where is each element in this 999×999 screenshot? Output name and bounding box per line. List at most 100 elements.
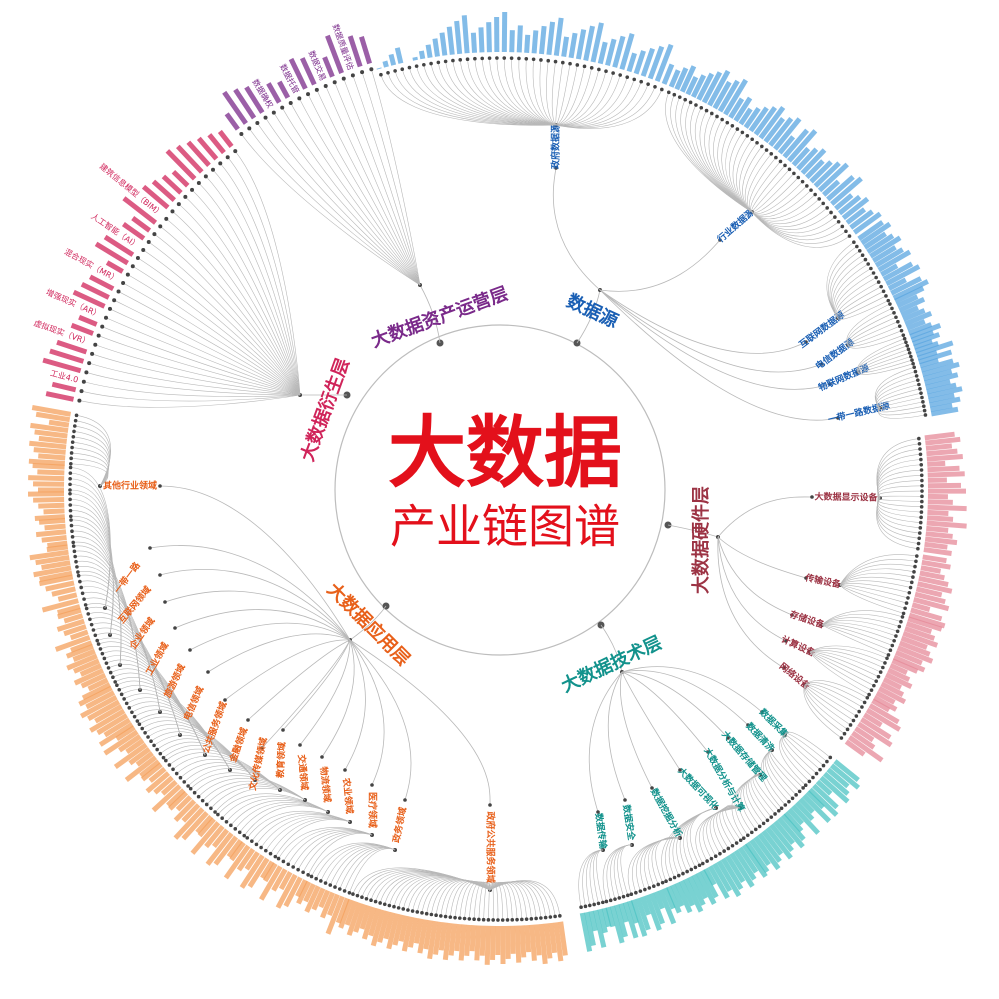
leaf-node[interactable]	[229, 823, 233, 828]
leaf-node[interactable]	[319, 879, 323, 883]
leaf-node[interactable]	[825, 759, 829, 764]
branch-node[interactable]	[173, 626, 177, 630]
leaf-node[interactable]	[429, 61, 433, 66]
leaf-node[interactable]	[847, 234, 852, 238]
leaf-node[interactable]	[73, 418, 78, 423]
leaf-node[interactable]	[196, 181, 201, 186]
leaf-node[interactable]	[874, 275, 878, 280]
leaf-node[interactable]	[355, 893, 360, 898]
leaf-node[interactable]	[923, 413, 928, 417]
leaf-node[interactable]	[68, 488, 72, 492]
leaf-node[interactable]	[902, 336, 907, 341]
leaf-node[interactable]	[190, 187, 195, 192]
leaf-node[interactable]	[192, 790, 197, 795]
leaf-node[interactable]	[86, 612, 91, 616]
leaf-node[interactable]	[774, 155, 778, 160]
leaf-node[interactable]	[617, 896, 622, 900]
leaf-node[interactable]	[919, 515, 923, 520]
leaf-node[interactable]	[337, 887, 342, 891]
leaf-node[interactable]	[276, 856, 281, 861]
branch-node[interactable]	[158, 484, 162, 488]
leaf-node[interactable]	[738, 838, 743, 843]
leaf-node[interactable]	[534, 916, 538, 921]
leaf-node[interactable]	[170, 209, 175, 214]
leaf-node[interactable]	[158, 224, 163, 229]
leaf-node[interactable]	[149, 739, 153, 744]
branch-node[interactable]	[784, 639, 788, 643]
leaf-node[interactable]	[113, 680, 117, 684]
layer-title[interactable]: 数据源	[563, 290, 621, 333]
leaf-node[interactable]	[561, 60, 565, 65]
leaf-node[interactable]	[918, 526, 923, 530]
leaf-node[interactable]	[919, 457, 923, 462]
leaf-node[interactable]	[589, 66, 594, 70]
leaf-node[interactable]	[689, 867, 694, 872]
leaf-node[interactable]	[245, 836, 250, 840]
branch-node[interactable]	[223, 698, 227, 702]
leaf-node[interactable]	[124, 701, 129, 706]
leaf-node[interactable]	[905, 343, 910, 348]
leaf-node[interactable]	[82, 597, 86, 601]
leaf-node[interactable]	[903, 606, 907, 611]
leaf-node[interactable]	[792, 171, 796, 176]
leaf-node[interactable]	[900, 615, 905, 619]
leaf-node[interactable]	[152, 232, 157, 237]
leaf-node[interactable]	[218, 161, 223, 166]
leaf-node[interactable]	[502, 56, 507, 60]
leaf-node[interactable]	[881, 289, 886, 294]
leaf-node[interactable]	[420, 911, 424, 915]
leaf-node[interactable]	[918, 387, 922, 391]
leaf-node[interactable]	[897, 324, 902, 328]
leaf-node[interactable]	[369, 67, 374, 72]
leaf-node[interactable]	[98, 647, 103, 651]
branch-label[interactable]: 网络设备	[777, 660, 813, 693]
leaf-node[interactable]	[68, 471, 73, 475]
leaf-node[interactable]	[477, 917, 481, 922]
leaf-node[interactable]	[730, 843, 735, 848]
leaf-node[interactable]	[233, 827, 238, 831]
leaf-node[interactable]	[857, 709, 861, 714]
leaf-node[interactable]	[297, 96, 302, 101]
leaf-node[interactable]	[309, 874, 314, 879]
leaf-node[interactable]	[818, 767, 822, 772]
leaf-node[interactable]	[210, 167, 215, 172]
leaf-node[interactable]	[116, 289, 121, 294]
leaf-node[interactable]	[117, 687, 122, 692]
leaf-node[interactable]	[491, 918, 495, 922]
leaf-node[interactable]	[579, 905, 583, 909]
leaf-node[interactable]	[908, 585, 913, 590]
leaf-node[interactable]	[833, 215, 837, 219]
leaf-node[interactable]	[725, 120, 730, 125]
leaf-node[interactable]	[769, 815, 774, 819]
leaf-node[interactable]	[769, 151, 774, 156]
leaf-node[interactable]	[393, 69, 397, 73]
leaf-node[interactable]	[401, 907, 406, 911]
leaf-node[interactable]	[360, 895, 364, 900]
leaf-node[interactable]	[407, 65, 412, 70]
leaf-node[interactable]	[783, 803, 788, 807]
leaf-node[interactable]	[130, 710, 134, 715]
leaf-node[interactable]	[183, 194, 188, 199]
leaf-node[interactable]	[919, 505, 924, 509]
leaf-node[interactable]	[750, 830, 754, 835]
leaf-node[interactable]	[840, 224, 845, 229]
leaf-node[interactable]	[582, 64, 587, 69]
leaf-node[interactable]	[919, 468, 924, 472]
layer-title[interactable]: 大数据技术层	[558, 631, 665, 697]
leaf-node[interactable]	[247, 126, 252, 131]
leaf-node[interactable]	[730, 124, 735, 128]
leaf-node[interactable]	[143, 730, 147, 735]
leaf-node[interactable]	[611, 71, 615, 75]
leaf-node[interactable]	[917, 536, 922, 541]
leaf-node[interactable]	[127, 706, 132, 710]
leaf-node[interactable]	[920, 489, 924, 493]
leaf-node[interactable]	[296, 867, 300, 872]
leaf-node[interactable]	[866, 262, 870, 266]
leaf-node[interactable]	[529, 917, 534, 921]
leaf-node[interactable]	[115, 683, 119, 688]
branch-label[interactable]: 数据传输	[593, 812, 610, 850]
leaf-node[interactable]	[543, 915, 548, 920]
leaf-node[interactable]	[764, 148, 769, 152]
leaf-node[interactable]	[242, 833, 247, 838]
leaf-node[interactable]	[860, 253, 865, 258]
